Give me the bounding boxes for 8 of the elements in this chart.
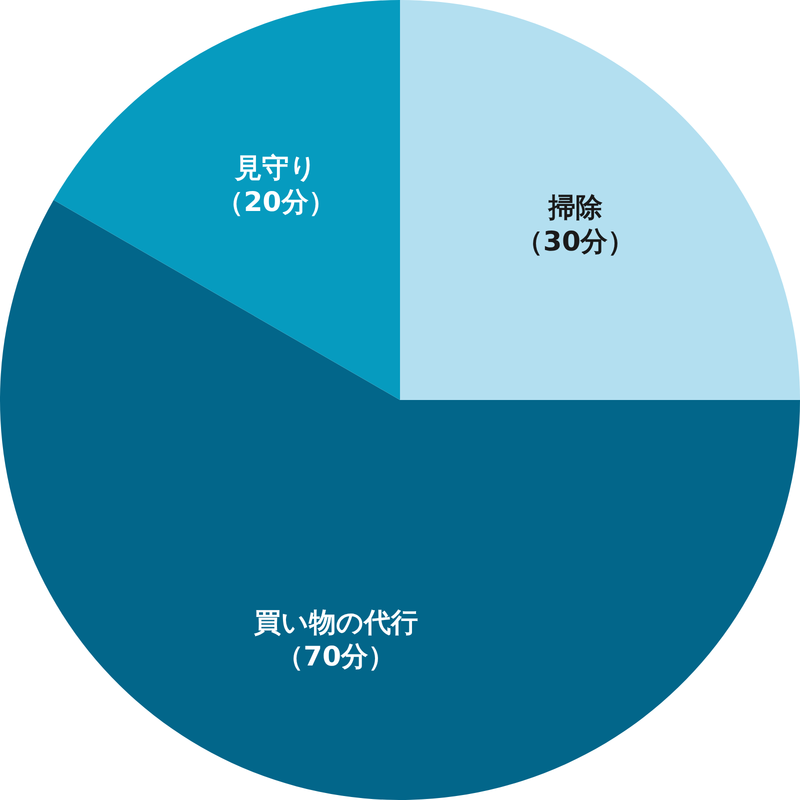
data-label: （30分） (516, 226, 635, 258)
pie-slice (54, 0, 400, 400)
data-label: （20分） (216, 187, 336, 218)
slice-label: 買い物の代行 (254, 608, 418, 639)
data-label: （70分） (276, 642, 396, 673)
slice-label: 掃除 (547, 192, 604, 224)
pie-slice (400, 0, 800, 400)
slice-label: 見守り (234, 153, 317, 184)
